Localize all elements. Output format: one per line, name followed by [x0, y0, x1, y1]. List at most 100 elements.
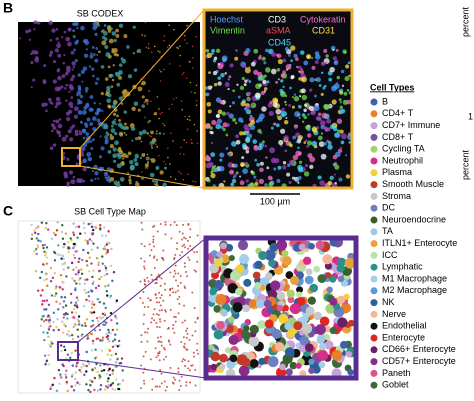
texture: [273, 167, 277, 171]
legend-label: CD66+ Enterocyte: [382, 344, 456, 354]
texture: [300, 88, 306, 94]
texture: [48, 343, 51, 346]
connector: [77, 237, 207, 343]
texture: [100, 146, 105, 151]
texture: [333, 173, 336, 176]
texture: [63, 323, 66, 326]
texture: [151, 378, 154, 381]
texture: [180, 375, 183, 378]
texture: [186, 348, 189, 351]
texture: [232, 176, 236, 179]
texture: [241, 76, 245, 81]
texture: [323, 126, 327, 129]
texture: [164, 309, 167, 312]
texture: [120, 125, 124, 129]
texture: [143, 313, 146, 316]
texture: [181, 360, 184, 363]
texture: [188, 258, 191, 261]
legend-swatch: [370, 240, 378, 248]
texture: [211, 119, 217, 126]
texture: [315, 116, 321, 121]
texture: [97, 261, 100, 264]
texture: [155, 356, 158, 359]
texture: [159, 284, 162, 287]
texture: [265, 67, 271, 73]
texture: [274, 342, 285, 352]
texture: [72, 242, 76, 246]
texture: [160, 277, 163, 280]
texture: [215, 121, 219, 126]
texture: [195, 99, 198, 102]
texture: [92, 242, 95, 245]
texture: [87, 222, 90, 226]
texture: [48, 97, 52, 102]
codex-zoom: [204, 10, 352, 188]
texture: [41, 289, 44, 292]
texture: [169, 163, 171, 165]
texture: [143, 306, 146, 309]
texture: [62, 300, 66, 303]
texture: [107, 340, 111, 343]
texture: [141, 177, 144, 180]
texture: [276, 68, 281, 72]
texture: [96, 108, 101, 113]
texture: [87, 270, 91, 273]
texture: [220, 309, 228, 317]
texture: [258, 250, 268, 261]
texture: [169, 287, 172, 290]
texture: [114, 131, 118, 136]
texture: [186, 332, 189, 335]
texture: [150, 158, 152, 161]
texture: [269, 242, 279, 252]
texture: [96, 370, 99, 374]
texture: [192, 180, 194, 183]
celltype-image: [17, 220, 201, 394]
texture: [191, 45, 194, 48]
texture: [57, 368, 61, 372]
texture: [28, 38, 32, 41]
texture: [81, 258, 84, 262]
texture: [241, 120, 244, 123]
texture: [314, 94, 317, 98]
texture: [105, 290, 108, 293]
texture: [324, 262, 333, 270]
texture: [90, 380, 94, 383]
texture: [320, 132, 324, 135]
texture: [307, 296, 316, 305]
channel-label: Hoechst: [210, 14, 244, 24]
texture: [174, 253, 177, 256]
texture: [40, 318, 43, 321]
texture: [45, 277, 48, 281]
texture: [338, 177, 343, 182]
texture: [85, 350, 88, 354]
texture: [62, 152, 66, 155]
legend-label: Neuroendocrine: [382, 214, 446, 224]
texture: [57, 244, 60, 247]
texture: [84, 278, 87, 282]
texture: [176, 298, 179, 301]
texture: [97, 177, 100, 180]
texture: [80, 366, 83, 369]
texture: [304, 103, 308, 107]
texture: [318, 361, 326, 369]
texture: [344, 257, 356, 269]
texture: [282, 58, 287, 63]
texture: [50, 294, 54, 297]
texture: [148, 243, 151, 246]
texture: [65, 99, 68, 102]
texture: [147, 297, 150, 300]
texture: [150, 51, 153, 53]
texture: [107, 331, 111, 334]
texture: [157, 313, 160, 316]
texture: [116, 358, 119, 361]
texture: [160, 309, 163, 312]
texture: [263, 87, 268, 91]
texture: [257, 320, 266, 329]
texture: [81, 324, 84, 327]
texture: [110, 85, 114, 88]
texture: [75, 93, 79, 97]
texture: [101, 312, 105, 316]
texture: [169, 224, 172, 227]
texture: [87, 290, 90, 294]
texture: [191, 291, 194, 294]
